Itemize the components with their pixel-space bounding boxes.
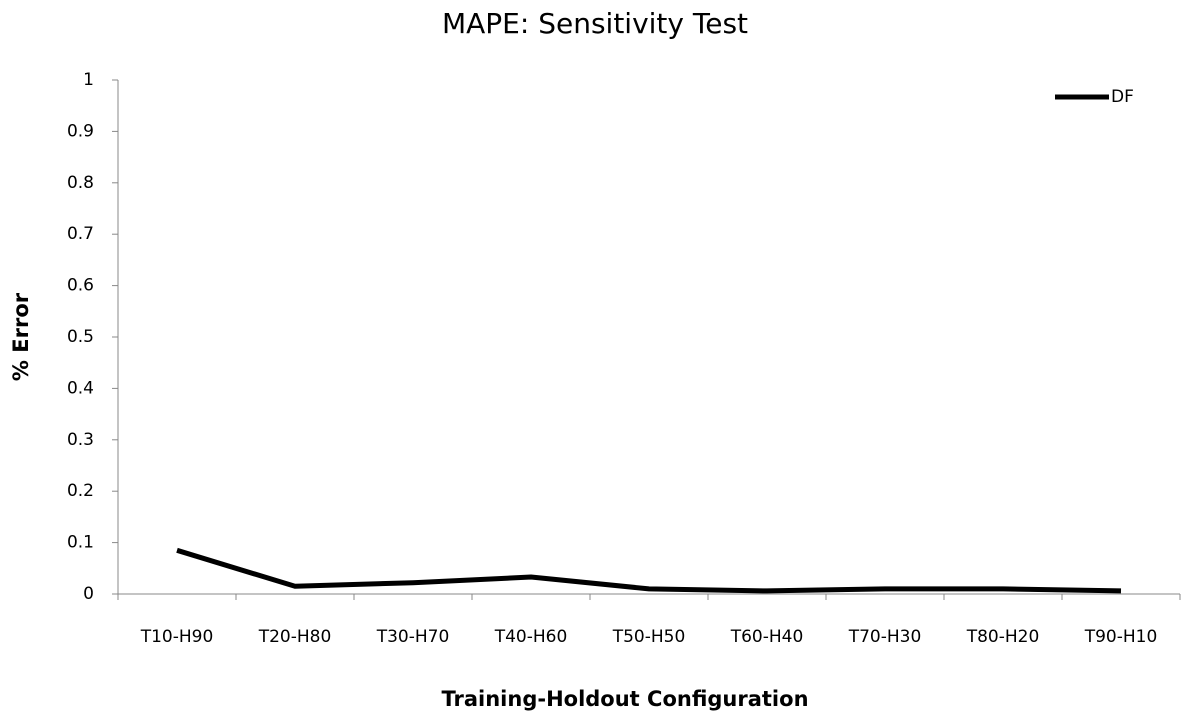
x-tick-label: T40-H60 [494,627,568,647]
y-tick-label: 1 [83,70,94,90]
y-tick-label: 0.6 [67,276,94,296]
y-tick-label: 0.7 [67,224,94,244]
y-tick-label: 0.8 [67,173,94,193]
legend-label: DF [1111,87,1134,107]
x-tick-label: T80-H20 [966,627,1040,647]
y-tick-label: 0.2 [67,481,94,501]
x-tick-label: T20-H80 [258,627,332,647]
x-tick-label: T70-H30 [848,627,922,647]
y-tick-label: 0.4 [67,378,94,398]
x-axis-title: Training-Holdout Configuration [441,687,808,711]
x-tick-label: T90-H10 [1084,627,1158,647]
x-tick-label: T30-H70 [376,627,450,647]
x-tick-label: T50-H50 [612,627,686,647]
y-axis-title: % Error [9,292,33,381]
y-tick-label: 0 [83,584,94,604]
x-tick-label: T60-H40 [730,627,804,647]
y-tick-label: 0.5 [67,327,94,347]
y-tick-label: 0.1 [67,533,94,553]
x-tick-label: T10-H90 [140,627,214,647]
chart-title: MAPE: Sensitivity Test [442,7,748,40]
y-tick-label: 0.9 [67,121,94,141]
data-line [176,547,1122,594]
y-tick-label: 0.3 [67,430,94,450]
